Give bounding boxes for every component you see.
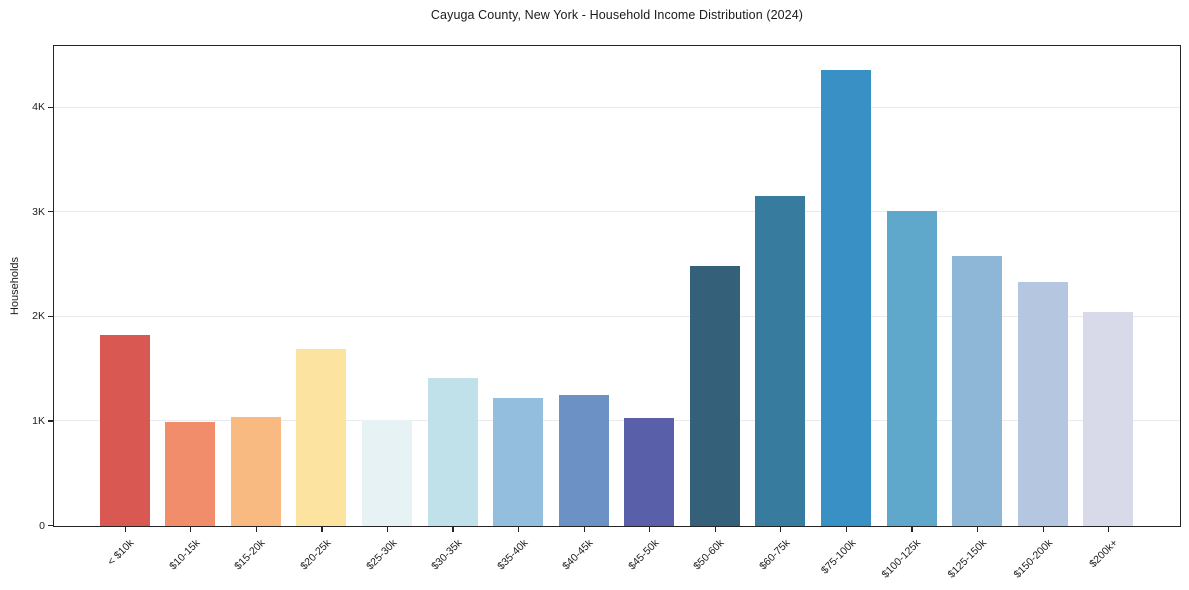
- y-tick-mark: [48, 211, 53, 213]
- plot-area: [53, 45, 1181, 527]
- x-tick-mark: [124, 527, 126, 532]
- gridline: [54, 315, 1180, 317]
- x-tick-mark: [911, 527, 913, 532]
- bar-45-50k: [624, 418, 675, 526]
- bar-30-35k: [427, 377, 478, 526]
- y-tick-mark: [48, 524, 53, 527]
- x-tick-label: $200k+: [1087, 537, 1121, 571]
- bar-75-100k: [820, 70, 871, 526]
- y-tick-label: 2K: [32, 310, 45, 323]
- bar-10k: [99, 335, 150, 526]
- gridline: [54, 420, 1180, 422]
- y-tick-label: 1K: [32, 414, 45, 427]
- bar-125-150k: [952, 256, 1003, 526]
- x-tick-mark: [321, 527, 323, 532]
- x-tick-mark: [255, 527, 257, 532]
- y-tick-label: 3K: [32, 205, 45, 218]
- bar-20-25k: [296, 349, 347, 526]
- bar-35-40k: [493, 398, 544, 526]
- bar-25-30k: [362, 419, 413, 526]
- x-tick-mark: [190, 527, 192, 532]
- x-tick-mark: [386, 527, 389, 532]
- bar-100-125k: [886, 211, 937, 526]
- bar-60-75k: [755, 195, 806, 526]
- gridline: [54, 106, 1180, 108]
- x-tick-mark: [845, 527, 848, 532]
- y-tick-label: 0: [39, 519, 45, 532]
- bar-50-60k: [689, 265, 740, 526]
- y-axis-label: Households: [9, 256, 21, 316]
- bar-200k: [1083, 311, 1134, 526]
- x-tick-mark: [714, 527, 716, 532]
- y-tick-mark: [48, 106, 53, 108]
- x-tick-mark: [649, 527, 651, 532]
- x-tick-mark: [976, 527, 979, 532]
- x-tick-mark: [1108, 527, 1110, 532]
- bar-150-200k: [1017, 282, 1068, 526]
- bar-10-15k: [165, 421, 216, 526]
- bar-15-20k: [230, 416, 281, 526]
- y-tick-mark: [48, 315, 53, 317]
- y-tick-mark: [48, 420, 53, 422]
- x-tick-mark: [1042, 527, 1044, 532]
- x-tick-mark: [518, 527, 520, 532]
- bar-40-45k: [558, 395, 609, 526]
- x-tick-mark: [452, 527, 454, 532]
- chart-title: Cayuga County, New York - Household Inco…: [430, 8, 804, 22]
- x-tick-mark: [583, 527, 585, 532]
- y-tick-label: 4K: [32, 101, 45, 114]
- gridline: [54, 211, 1180, 213]
- x-tick-mark: [780, 527, 782, 532]
